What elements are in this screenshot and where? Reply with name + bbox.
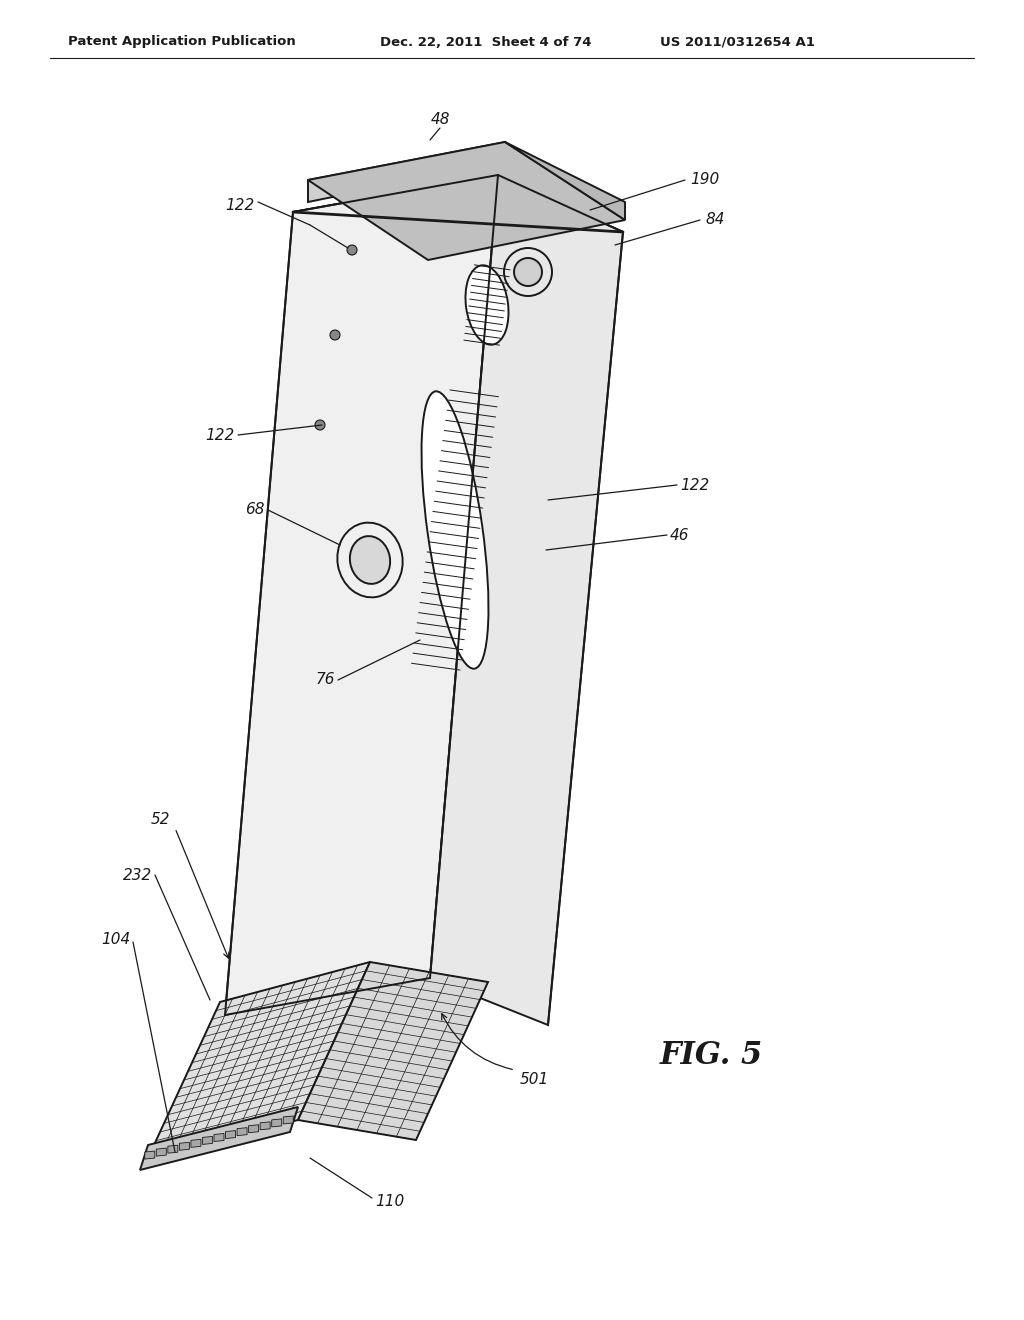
Polygon shape: [284, 1115, 293, 1123]
Text: 84: 84: [705, 213, 725, 227]
Text: US 2011/0312654 A1: US 2011/0312654 A1: [660, 36, 815, 49]
Ellipse shape: [422, 391, 488, 669]
Polygon shape: [308, 143, 625, 260]
Circle shape: [330, 330, 340, 341]
Circle shape: [347, 246, 357, 255]
Polygon shape: [214, 1134, 224, 1142]
Text: Patent Application Publication: Patent Application Publication: [68, 36, 296, 49]
Ellipse shape: [337, 523, 402, 598]
Polygon shape: [225, 176, 498, 1015]
Polygon shape: [271, 1119, 282, 1127]
Text: 190: 190: [690, 173, 719, 187]
Polygon shape: [140, 1107, 298, 1170]
Polygon shape: [144, 1151, 155, 1159]
Polygon shape: [308, 143, 505, 202]
Polygon shape: [293, 176, 623, 269]
Text: 104: 104: [100, 932, 130, 948]
Polygon shape: [505, 143, 625, 220]
Text: 501: 501: [520, 1072, 549, 1088]
Circle shape: [514, 257, 542, 286]
Text: 122: 122: [206, 428, 234, 442]
Polygon shape: [249, 1125, 259, 1133]
Circle shape: [315, 420, 325, 430]
Polygon shape: [203, 1137, 212, 1144]
Text: 52: 52: [151, 813, 170, 828]
Polygon shape: [190, 1139, 201, 1147]
Text: 232: 232: [123, 867, 152, 883]
Ellipse shape: [350, 536, 390, 583]
Text: FIG. 5: FIG. 5: [660, 1040, 763, 1071]
Polygon shape: [168, 1146, 178, 1154]
Polygon shape: [148, 962, 370, 1158]
Text: 48: 48: [430, 112, 450, 128]
Polygon shape: [238, 1127, 247, 1135]
Polygon shape: [225, 1130, 236, 1139]
Text: 46: 46: [670, 528, 689, 543]
Text: 110: 110: [375, 1195, 404, 1209]
Polygon shape: [430, 176, 623, 1026]
Circle shape: [504, 248, 552, 296]
Polygon shape: [298, 962, 488, 1140]
Ellipse shape: [466, 265, 509, 345]
Polygon shape: [157, 1148, 166, 1156]
Text: 76: 76: [315, 672, 335, 688]
Text: 122: 122: [680, 478, 710, 492]
Text: Dec. 22, 2011  Sheet 4 of 74: Dec. 22, 2011 Sheet 4 of 74: [380, 36, 592, 49]
Polygon shape: [179, 1142, 189, 1150]
Text: 122: 122: [225, 198, 255, 213]
Polygon shape: [260, 1122, 270, 1130]
Text: 68: 68: [246, 503, 265, 517]
